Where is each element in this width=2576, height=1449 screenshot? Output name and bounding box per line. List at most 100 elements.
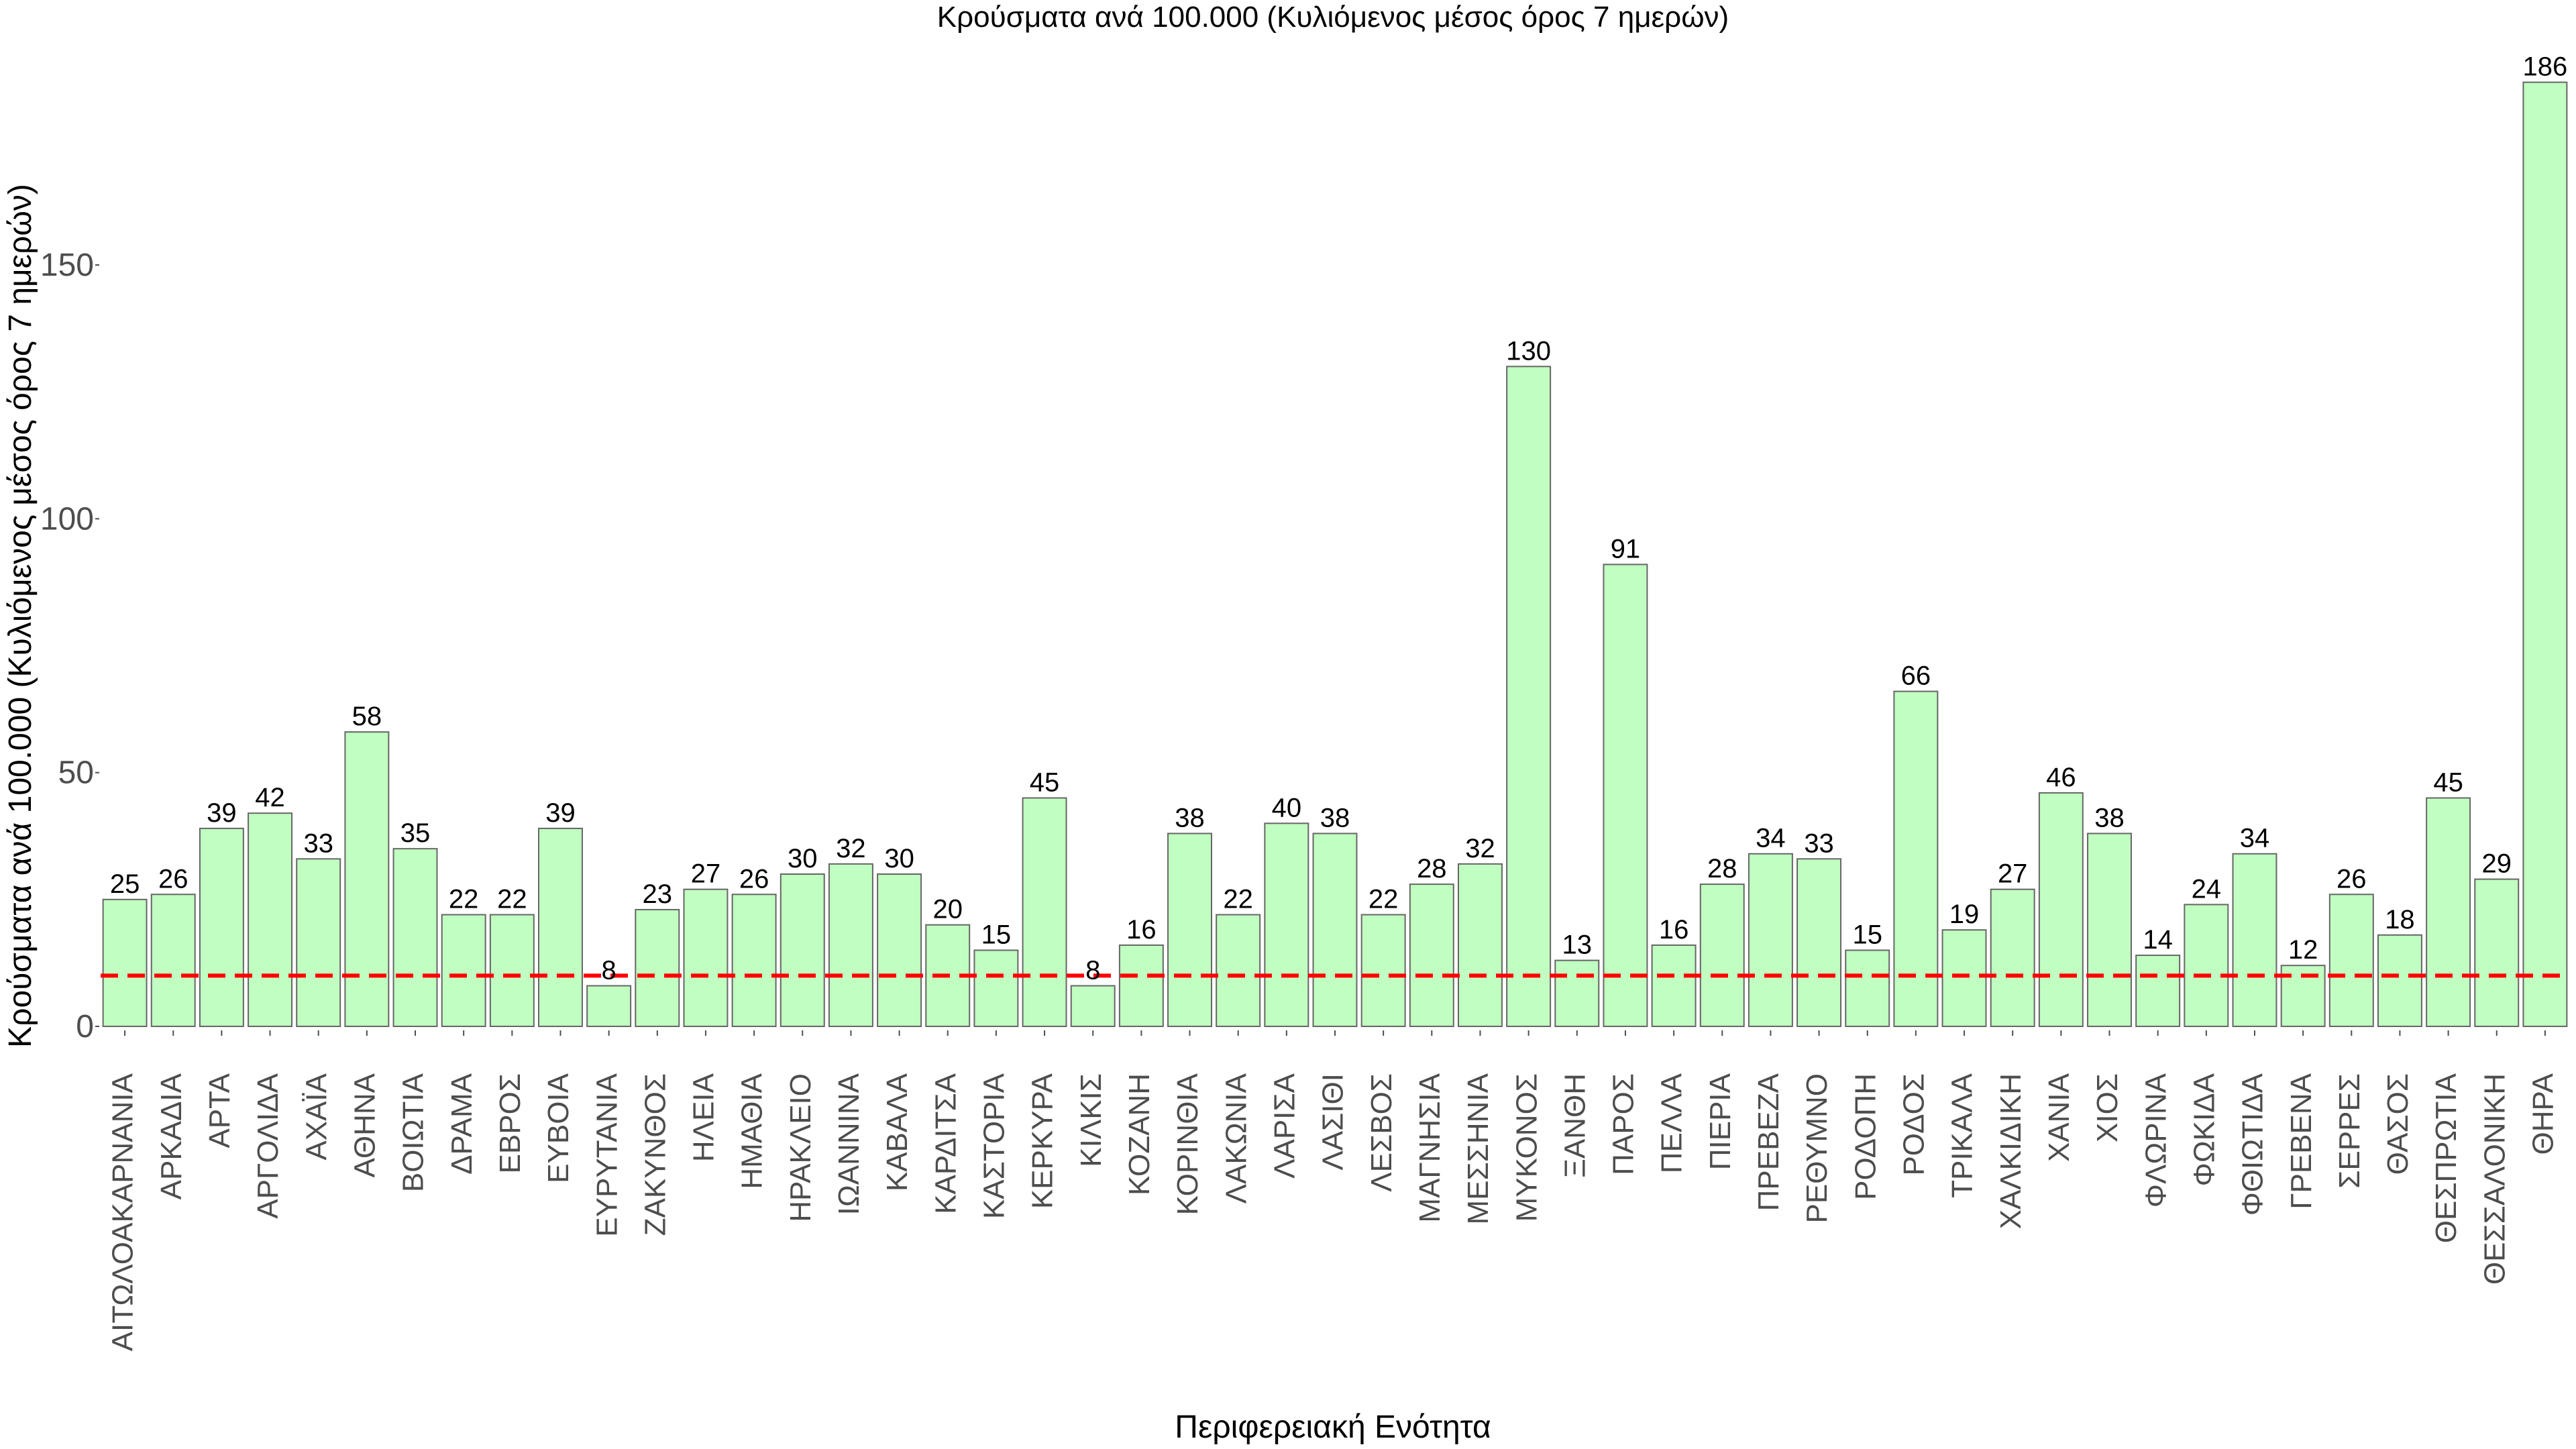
x-tick-label: ΒΟΙΩΤΙΑ [397,1073,430,1192]
y-axis: 0 50 100 150 [40,248,99,1044]
bar [1699,883,1745,1027]
x-tick-label: ΙΩΑΝΝΙΝΑ [833,1073,865,1215]
bar-value-label: 58 [352,702,382,731]
x-tick-label: ΧΑΛΚΙΔΙΚΗ [1994,1073,2027,1229]
bar [683,888,729,1027]
bar [1796,858,1842,1028]
bar-value-label: 12 [2288,935,2318,965]
bar [102,898,148,1028]
bar-value-label: 26 [158,864,189,894]
bar [1990,888,2035,1027]
bar [2426,797,2471,1027]
x-tick-label: ΑΙΤΩΛΟΑΚΑΡΝΑΝΙΑ [107,1073,140,1351]
bar-value-label: 34 [2240,824,2270,853]
x-tick-label: ΞΑΝΘΗ [1558,1073,1591,1178]
bar-value-label: 30 [884,844,914,873]
bar-value-label: 42 [255,783,285,812]
bar-value-label: 16 [1126,915,1157,945]
bar-value-label: 25 [110,869,140,899]
x-tick-label: ΑΘΗΝΑ [348,1073,381,1177]
x-tick-label: ΛΑΡΙΣΑ [1268,1073,1301,1179]
bar [2038,792,2084,1028]
bar [1167,833,1213,1027]
bar [731,894,777,1028]
x-axis: ΑΙΤΩΛΟΑΚΑΡΝΑΝΙΑ ΑΡΚΑΔΙΑ ΑΡΤΑ ΑΡΓΟΛΙΔΑ ΑΧΑΪΑ Α… [107,1030,2560,1351]
bar-value-label: 39 [207,798,237,828]
bar-value-label: 46 [2046,763,2076,792]
bar [1264,822,1309,1028]
bar-value-label: 66 [1901,661,1931,691]
y-tick-label: 100 [40,501,94,537]
bar-value-label: 27 [1998,859,2028,889]
x-tick-label: ΛΑΚΩΝΙΑ [1220,1073,1252,1203]
x-tick-label: ΚΟΡΙΝΘΙΑ [1171,1073,1204,1215]
x-tick-label: ΗΜΑΘΙΑ [736,1073,769,1189]
bar-value-label: 30 [788,844,818,873]
x-tick-label: ΛΕΣΒΟΣ [1365,1073,1398,1192]
bar [973,949,1019,1027]
x-tick-label: ΗΡΑΚΛΕΙΟ [784,1073,817,1222]
x-tick-label: ΡΟΔΟΣ [1898,1073,1931,1176]
bar-value-label: 33 [1804,828,1834,858]
bar [1070,985,1116,1028]
bar-value-label: 34 [1756,824,1786,853]
x-tick-label: ΕΥΡΥΤΑΝΙΑ [590,1073,623,1236]
bar [1022,797,1067,1027]
y-axis-title: Κρούσματα ανά 100.000 (Κυλιόμενος μέσος … [3,184,38,1048]
bar-value-label: 28 [1707,854,1737,883]
bar [877,873,922,1027]
bar-value-label: 13 [1562,930,1593,960]
bar-value-label: 130 [1506,336,1551,366]
bar-value-label: 20 [932,895,963,924]
x-tick-label: ΘΑΣΟΣ [2381,1073,2414,1175]
x-tick-label: ΑΡΓΟΛΙΔΑ [252,1073,284,1218]
x-tick-label: ΚΑΣΤΟΡΙΑ [978,1073,1011,1219]
bar [1458,863,1503,1028]
value-labels-group: 25 26 39 42 33 58 35 22 22 39 8 23 27 26 30 32 30 20 15 45 8… [110,52,2567,985]
x-tick-label: ΦΩΚΙΔΑ [2188,1073,2220,1186]
bar [1506,366,1552,1027]
bar-value-label: 22 [497,885,527,914]
x-tick-label: ΡΕΘΥΜΝΟ [1801,1073,1833,1224]
x-tick-label: ΜΕΣΣΗΝΙΑ [1462,1073,1495,1224]
bar [2328,894,2374,1028]
x-tick-label: ΘΕΣΣΑΛΟΝΙΚΗ [2478,1073,2511,1285]
x-tick-label: ΡΟΔΟΠΗ [1849,1073,1882,1200]
bar [150,894,196,1028]
bar [489,914,535,1027]
bar-value-label: 22 [1368,885,1399,914]
x-tick-label: ΛΑΣΙΘΙ [1317,1073,1350,1171]
x-tick-label: ΚΑΡΔΙΤΣΑ [929,1073,962,1214]
bar-value-label: 26 [739,864,769,894]
bar [1893,690,1939,1027]
bar [2135,955,2181,1027]
bar [1216,914,1261,1027]
bar [586,985,632,1028]
bar [828,863,873,1028]
bar-value-label: 27 [691,859,721,889]
bar-value-label: 33 [303,828,333,858]
bar-value-label: 29 [2482,849,2512,879]
bar-value-label: 22 [1223,885,1253,914]
bar-value-label: 15 [1852,920,1882,950]
bar [1409,883,1454,1027]
bar [344,731,390,1027]
x-tick-label: ΠΕΛΛΑ [1656,1073,1688,1173]
bar-value-label: 28 [1417,854,1447,883]
bar-value-label: 18 [2385,905,2415,934]
bar [2232,853,2277,1027]
x-tick-label: ΑΡΚΑΔΙΑ [155,1073,188,1199]
bar-value-label: 186 [2523,52,2568,82]
bar [635,908,680,1028]
x-tick-label: ΚΙΛΚΙΣ [1075,1073,1108,1167]
x-tick-label: ΚΕΡΚΥΡΑ [1026,1073,1059,1209]
bar-value-label: 91 [1611,534,1641,564]
x-tick-label: ΘΕΣΠΡΩΤΙΑ [2430,1073,2463,1243]
x-tick-label: ΤΡΙΚΑΛΑ [1946,1073,1979,1198]
x-tick-label: ΦΛΩΡΙΝΑ [2139,1073,2172,1208]
x-tick-label: ΘΗΡΑ [2527,1073,2560,1155]
x-tick-label: ΣΕΡΡΕΣ [2333,1073,2366,1189]
x-tick-label: ΚΑΒΑΛΑ [881,1073,914,1191]
bar-value-label: 40 [1272,793,1302,822]
x-tick-label: ΜΥΚΟΝΟΣ [1510,1073,1543,1222]
